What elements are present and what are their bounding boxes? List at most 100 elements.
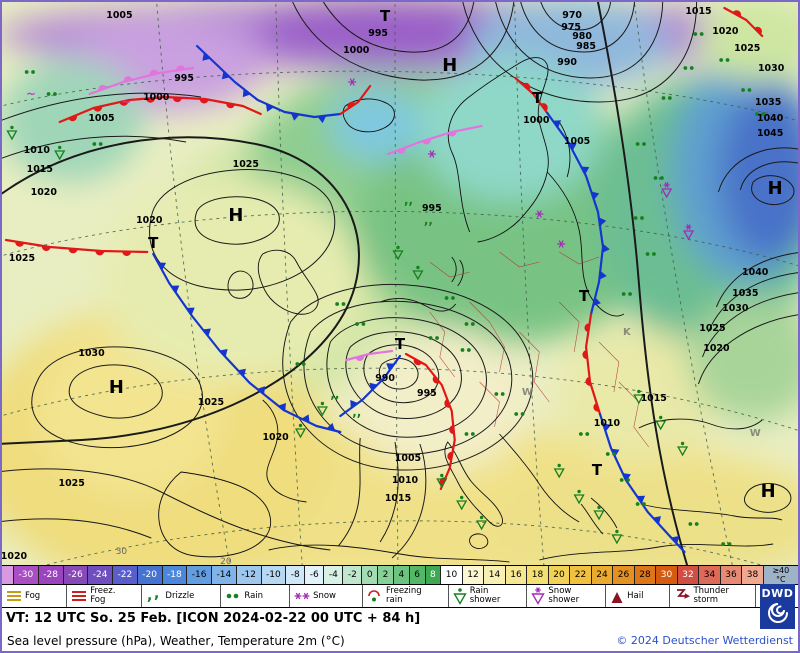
wx-symbol-rain — [514, 412, 525, 416]
front-cold — [339, 354, 402, 418]
map-labels: HHHHHTTTTTT10059951000100510101015102010… — [2, 6, 785, 565]
pressure-label: 1020 — [31, 187, 58, 198]
wx-symbol-rain — [605, 452, 617, 456]
pressure-label: 1000 — [343, 45, 370, 56]
dwd-logo-text: DWD — [761, 587, 794, 600]
scale-cell: -16 — [187, 566, 212, 584]
wx-symbol-snow — [348, 78, 357, 86]
scale-cell: 26 — [613, 566, 635, 584]
scale-cell: 36 — [720, 566, 743, 584]
wx-symbol-drizzle: ,, — [404, 193, 413, 207]
pressure-label: 1035 — [732, 288, 758, 299]
validity-caption: VT: 12 UTC So. 25 Feb. [ICON 2024-02-22 … — [2, 608, 798, 630]
freezing-rain-icon — [366, 588, 384, 604]
pressure-label: 1025 — [9, 253, 35, 264]
wx-symbol-rain-shower — [294, 423, 307, 439]
pressure-label: 1015 — [641, 393, 667, 404]
pressure-label: 1045 — [757, 128, 783, 139]
wx-symbol-rain-shower — [436, 473, 448, 489]
wx-symbol-rain — [645, 252, 656, 256]
low-center-label: T — [532, 89, 543, 107]
rain-shower-icon — [452, 587, 468, 605]
wx-symbol-rain — [464, 322, 475, 326]
wx-symbol-rain-shower — [54, 145, 66, 161]
temperature-color-scale: -30 -28 -26 -24 -22 -20 -18 -16 -14 -12 -10 -8 -6 -4-… — [2, 565, 798, 585]
wx-symbol-drizzle: ,, — [330, 387, 339, 401]
wx-symbol-rain — [46, 92, 57, 96]
wx-symbol-rain-shower — [6, 125, 18, 141]
legend-item-rain-shower: Rain shower — [449, 585, 528, 607]
svg-text:~: ~ — [121, 95, 131, 109]
pressure-label: 1025 — [198, 397, 224, 408]
wx-symbol-snow — [427, 150, 436, 158]
fog-icon — [5, 588, 23, 604]
legend-label: Thunder storm — [693, 586, 729, 605]
wx-symbol-snow — [535, 210, 544, 218]
legend-item-snow: Snow — [290, 585, 364, 607]
front-warm-aloft — [386, 124, 483, 156]
front-warm — [339, 84, 372, 116]
legend-item-thunderstorm: Thunder storm — [670, 585, 756, 607]
front-warm — [723, 6, 764, 38]
wx-symbol-snow-shower — [682, 224, 695, 241]
scale-cell: -28 — [38, 566, 64, 584]
pressure-label: 975 — [561, 22, 581, 33]
scale-cell: -20 — [137, 566, 163, 584]
pressure-label: 1020 — [712, 26, 739, 37]
copyright-text: © 2024 Deutscher Wetterdienst — [616, 634, 793, 647]
wx-symbol-rain — [683, 66, 694, 70]
pressure-label: 995 — [174, 73, 194, 84]
front-warm — [582, 312, 602, 416]
wx-symbol-rain-shower — [392, 245, 404, 261]
wx-symbol-rain — [635, 142, 646, 146]
cyclone-spiral-icon — [767, 603, 788, 623]
pressure-label: 1025 — [233, 159, 259, 170]
wx-symbol-rain — [428, 336, 439, 340]
scale-cell: 38 — [742, 566, 764, 584]
scale-cell: 18 — [527, 566, 549, 584]
scale-lead-cell — [2, 566, 14, 584]
legend-item-snow-shower: Snow shower — [527, 585, 607, 607]
scale-cell: -10 — [261, 566, 287, 584]
front-warm-aloft — [345, 349, 394, 362]
wx-symbol-rain-shower — [553, 463, 565, 479]
pressure-label: 1005 — [564, 136, 590, 147]
scale-cell: -2 — [343, 566, 363, 584]
wx-symbol-rain-shower — [593, 505, 605, 521]
footer-row: Sea level pressure (hPa), Weather, Tempe… — [2, 630, 798, 651]
wx-symbol-rain — [24, 70, 35, 74]
pressure-label: 985 — [576, 41, 596, 52]
pressure-label: 1015 — [27, 164, 53, 175]
snow-shower-icon — [530, 587, 546, 605]
wx-symbol-rain — [661, 96, 672, 100]
low-center-label: T — [395, 335, 406, 353]
scale-cell: -8 — [286, 566, 306, 584]
wx-symbol-rain-shower — [573, 489, 585, 505]
wx-symbol-squiggle: ~ — [26, 87, 36, 101]
graticule-label: 30 — [116, 547, 128, 557]
wx-symbol-rain — [755, 112, 766, 116]
rain-icon — [224, 588, 242, 604]
geo-label: K — [623, 327, 632, 338]
pressure-label: 995 — [417, 388, 437, 399]
svg-text:,,: ,, — [424, 213, 433, 227]
pressure-label: 1000 — [143, 92, 170, 103]
scale-cell: -14 — [212, 566, 237, 584]
wx-symbol-rain — [464, 432, 475, 436]
scale-cell: 12 — [462, 566, 485, 584]
snow-icon — [293, 588, 311, 604]
pressure-label: 1040 — [742, 267, 769, 278]
scale-cell: -6 — [305, 566, 325, 584]
weather-symbol-legend: Fog Freez. Fog,, Drizzle Rain Snow Freezing r… — [2, 585, 798, 608]
map-subtitle: Sea level pressure (hPa), Weather, Tempe… — [7, 633, 345, 648]
scale-cell: 22 — [570, 566, 592, 584]
wx-symbol-rain-shower — [316, 401, 328, 417]
pressure-label: 1015 — [385, 493, 411, 504]
svg-text:,,: ,, — [404, 193, 413, 207]
low-center-label: T — [148, 234, 159, 252]
freezing-fog-icon — [70, 588, 88, 604]
scale-cell: 30 — [656, 566, 678, 584]
front-warm — [58, 95, 262, 124]
pressure-label: 1020 — [2, 551, 27, 562]
